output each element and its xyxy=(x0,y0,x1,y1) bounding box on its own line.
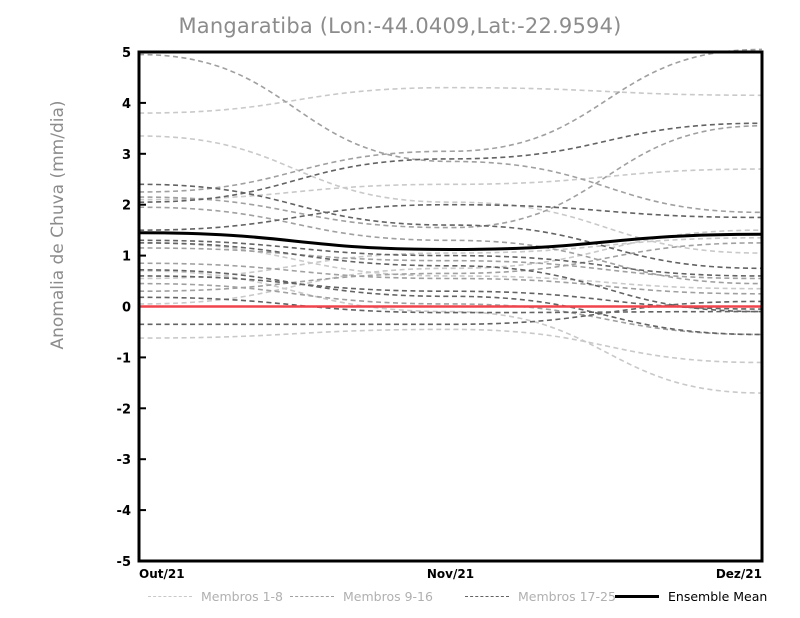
y-tick-label: -2 xyxy=(117,402,131,417)
member-line-path xyxy=(138,206,763,285)
series-lines xyxy=(138,48,763,394)
legend-item[interactable]: Membros 1-8 xyxy=(148,586,283,606)
legend-swatch-icon xyxy=(615,594,659,598)
member-line-path xyxy=(138,122,763,203)
legend-label: Ensemble Mean xyxy=(668,588,768,604)
y-tick-label: -3 xyxy=(117,453,131,468)
x-tick-label: Nov/21 xyxy=(427,567,474,581)
member-line-path xyxy=(138,300,763,326)
chart-legend: Membros 1-8 Membros 9-16 Membros 17-25 Ense… xyxy=(0,586,800,608)
y-tick-label: 3 xyxy=(122,148,131,163)
member-line-path xyxy=(138,236,763,280)
member-line-path xyxy=(138,53,763,214)
member-line-path xyxy=(138,239,763,277)
member-line-path xyxy=(138,203,763,231)
member-line-path xyxy=(138,328,763,364)
member-line-path xyxy=(138,269,763,336)
legend-swatch-icon xyxy=(148,595,192,597)
y-tick-label: 0 xyxy=(122,301,131,316)
y-tick-label: 5 xyxy=(122,46,131,61)
member-line-path xyxy=(138,168,763,201)
plot-frame xyxy=(137,50,764,563)
member-line-path xyxy=(138,229,763,305)
legend-swatch-icon xyxy=(290,595,334,597)
ensemble-mean-line xyxy=(138,231,763,251)
y-tick-label: -5 xyxy=(117,555,131,570)
page-title: Mangaratiba (Lon:-44.0409,Lat:-22.9594) xyxy=(178,14,622,38)
legend-swatch-icon xyxy=(465,595,509,597)
member-line-path xyxy=(138,270,763,394)
member-line-path xyxy=(138,282,763,336)
legend-item[interactable]: Ensemble Mean xyxy=(615,586,767,606)
member-line-path xyxy=(138,125,763,229)
legend-item[interactable]: Membros 17-25 xyxy=(465,586,616,606)
x-tick-label: Dez/21 xyxy=(716,567,762,581)
x-axis-tick-labels: Out/21 Nov/21 Dez/21 xyxy=(139,567,762,581)
member-line-path xyxy=(138,183,763,270)
legend-label: Membros 9-16 xyxy=(343,588,433,604)
x-tick-label: Out/21 xyxy=(139,567,185,581)
legend-label: Membros 1-8 xyxy=(201,588,284,604)
member-line-path xyxy=(138,86,763,114)
y-axis-tick-labels: 5 4 3 2 1 0 -1 -2 -3 -4 -5 xyxy=(117,46,131,570)
ensemble-mean-path xyxy=(138,231,763,251)
member-line-path xyxy=(138,247,763,280)
y-tick-label: 2 xyxy=(122,199,131,214)
member-line-path xyxy=(138,275,763,310)
member-line-path xyxy=(138,296,763,314)
member-line-path xyxy=(138,48,763,193)
y-tick-label: 4 xyxy=(122,97,131,112)
member-line-path xyxy=(138,242,763,293)
y-tick-label: 1 xyxy=(122,250,131,265)
member-line-path xyxy=(138,135,763,254)
legend-label: Membros 17-25 xyxy=(518,588,616,604)
y-tick-label: -4 xyxy=(117,504,131,519)
y-tick-label: -1 xyxy=(117,351,131,366)
legend-item[interactable]: Membros 9-16 xyxy=(290,586,433,606)
member-line-path xyxy=(138,242,763,313)
member-line-path xyxy=(138,262,763,295)
